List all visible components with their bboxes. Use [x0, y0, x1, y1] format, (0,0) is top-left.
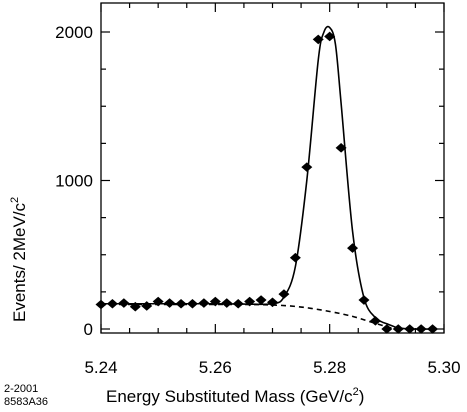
- footnote-date: 2-2001: [4, 383, 38, 395]
- data-point: [404, 324, 416, 334]
- y-tick-label: 2000: [55, 23, 93, 42]
- data-point: [152, 296, 164, 307]
- data-point: [358, 295, 370, 305]
- data-point: [164, 298, 176, 308]
- axis-ticks: [100, 3, 445, 333]
- data-points: [95, 31, 439, 334]
- x-axis-title-close: ): [359, 387, 365, 406]
- y-axis-title-superscript: 2: [9, 197, 21, 203]
- data-point: [392, 324, 404, 334]
- footnote-code: 8583A36: [4, 396, 48, 408]
- axis-tick-labels: 5.24 5.26 5.28 5.30 0 1000 2000: [55, 23, 460, 377]
- data-point: [232, 298, 244, 309]
- data-point: [335, 143, 347, 153]
- data-point: [221, 298, 233, 308]
- data-point: [381, 324, 393, 334]
- data-point: [209, 296, 221, 307]
- data-point: [427, 324, 439, 334]
- data-point: [141, 301, 153, 311]
- data-point: [186, 298, 198, 309]
- data-point: [198, 298, 210, 308]
- x-axis-title-superscript: 2: [353, 386, 359, 398]
- data-point: [95, 299, 107, 310]
- y-tick-label: 1000: [55, 172, 93, 191]
- x-tick-label: 5.28: [313, 358, 346, 377]
- data-point: [301, 162, 313, 172]
- data-point: [175, 298, 187, 309]
- y-axis-title: Events/ 2MeV/c2: [9, 197, 29, 322]
- data-point: [255, 295, 267, 305]
- data-point: [312, 34, 324, 45]
- data-point: [347, 243, 359, 253]
- x-axis-title-main: Energy Substituted Mass (GeV/c: [106, 387, 353, 406]
- data-point: [129, 301, 141, 312]
- data-point: [267, 297, 278, 308]
- x-tick-label: 5.30: [427, 358, 460, 377]
- x-axis-title: Energy Substituted Mass (GeV/c2): [106, 386, 364, 406]
- data-point: [415, 324, 427, 334]
- x-tick-label: 5.26: [199, 358, 232, 377]
- y-axis-title-main: Events/ 2MeV/c: [10, 202, 29, 322]
- data-point: [106, 298, 118, 309]
- data-point: [324, 31, 336, 42]
- data-point: [244, 296, 256, 307]
- data-point: [369, 316, 381, 326]
- y-tick-label: 0: [84, 320, 93, 339]
- data-point: [118, 298, 130, 308]
- data-point: [278, 289, 290, 299]
- plot-frame: [100, 2, 445, 334]
- signal-fit-curve: [101, 25, 433, 330]
- data-point: [289, 252, 301, 263]
- x-tick-label: 5.24: [84, 358, 117, 377]
